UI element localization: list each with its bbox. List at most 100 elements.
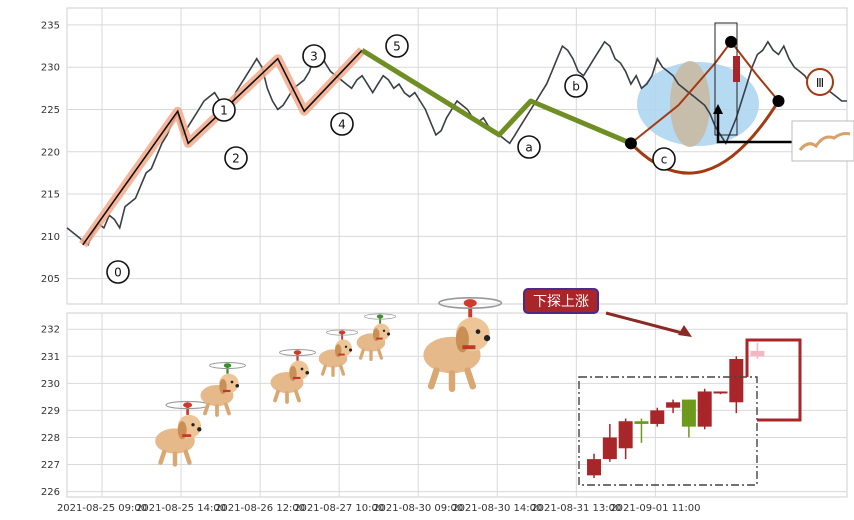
candle-body (634, 421, 649, 424)
bottom-y-tick-label: 230 (41, 379, 60, 390)
flying-dog-icon (356, 313, 397, 362)
wave-up-label-text: 4 (338, 118, 346, 132)
wave-up-trend (79, 47, 366, 248)
wave-up-label-circle (106, 260, 130, 284)
forecast-line (630, 40, 780, 145)
pivot-dot (725, 35, 738, 48)
wave-up-label-circle (385, 34, 409, 58)
flying-dog-icon (423, 297, 503, 393)
propeller-blades (279, 349, 316, 356)
thumbnail-dogs-sketch (798, 132, 851, 151)
dog-eye (230, 380, 234, 384)
bottom-overlays: 下探上涨 (523, 288, 802, 486)
dog-nose (386, 332, 391, 336)
propeller-blades (326, 329, 359, 336)
dog-nose (235, 383, 240, 388)
top-y-tick-label: 235 (41, 20, 60, 31)
top-panel: 205 210 215 220 225 230 235 Ⅲ 0 1 2 3 4 5 a b c (41, 7, 854, 305)
callout-box (523, 288, 599, 314)
x-tick-label: 2021-08-31 13:00 (531, 503, 621, 514)
bottom-y-tick-label: 228 (41, 433, 60, 444)
x-tick-label: 2021-09-01 11:00 (610, 503, 700, 514)
wave-down-label-circle (652, 147, 676, 171)
candle-body (713, 391, 728, 394)
dog-eye (300, 367, 304, 371)
wave-up-label-circle (302, 44, 326, 68)
bottom-y-tick-label: 232 (41, 325, 60, 336)
top-y-tick-label: 230 (41, 63, 60, 74)
candle-body (666, 402, 681, 408)
candle-body (618, 421, 633, 449)
x-tick-label: 2021-08-30 14:00 (452, 503, 542, 514)
dog-eye (344, 345, 348, 348)
wave-up-label-text: 3 (310, 50, 318, 64)
wave-down-label-circle (564, 74, 588, 98)
dog-legs (203, 402, 231, 417)
thumbnail-frame (791, 120, 854, 162)
top-y-tick-label: 225 (41, 105, 60, 116)
candlesticks (587, 342, 765, 479)
projection-candle (733, 56, 740, 82)
forecast-arc (629, 100, 780, 175)
dog-legs (358, 348, 384, 362)
projection-arrowhead (713, 104, 723, 114)
wave-down-label-text: c (661, 153, 668, 167)
forecast-path: Ⅲ (624, 22, 854, 175)
x-tick-label: 2021-08-26 12:00 (215, 503, 305, 514)
bottom-y-tick-label: 227 (41, 460, 60, 471)
wave-up-label-circle (212, 98, 236, 122)
top-y-tick-label: 205 (41, 274, 60, 285)
propeller-hub (376, 314, 384, 319)
flying-dog-icon (155, 400, 210, 467)
bottom-y-axis: 226 227 228 229 230 231 232 (41, 325, 60, 498)
propeller-blades (364, 313, 397, 320)
candle-body (650, 410, 665, 424)
dog-eye (191, 423, 195, 427)
top-y-tick-label: 210 (41, 232, 60, 243)
top-y-axis: 205 210 215 220 225 230 235 (41, 20, 60, 285)
forecast-zone-inner-ellipse (670, 61, 710, 147)
wave-down-label-text: a (525, 141, 532, 155)
top-y-tick-label: 215 (41, 190, 60, 201)
callout-arrowhead (678, 325, 692, 337)
candle-body (750, 350, 765, 357)
candle-body (729, 359, 744, 403)
dog-legs (320, 364, 346, 378)
bottom-grid (67, 313, 847, 497)
x-tick-label: 2021-08-30 09:00 (373, 503, 463, 514)
wave-up-label-text: 1 (220, 104, 228, 118)
bottom-y-tick-label: 231 (41, 352, 60, 363)
x-tick-label: 2021-08-27 10:00 (294, 503, 384, 514)
dog-nose (348, 348, 353, 352)
x-tick-label: 2021-08-25 09:00 (57, 503, 147, 514)
flying-dog-icon (200, 362, 246, 417)
projection-bracket (716, 108, 800, 144)
dog-eye (382, 329, 386, 332)
propeller-hub (293, 350, 302, 355)
dog-legs (273, 389, 301, 404)
wave-up-label-circle (224, 146, 248, 170)
candle-body (602, 437, 617, 460)
wave-up-label-circle (330, 112, 354, 136)
callout-text: 下探上涨 (533, 294, 589, 310)
wave-down-line (360, 48, 632, 146)
candle-body (697, 391, 712, 427)
bottom-y-tick-label: 229 (41, 406, 60, 417)
propeller-hub (463, 299, 477, 307)
bottom-y-tick-label: 226 (41, 487, 60, 498)
forecast-label-text: Ⅲ (816, 76, 824, 90)
wave-up-label-text: 5 (393, 40, 401, 54)
propeller-hub (183, 402, 193, 408)
propeller-blades (209, 362, 246, 369)
dog-nose (305, 370, 310, 375)
wave-down-trend (360, 48, 632, 146)
pivot-dot (772, 95, 785, 108)
wave-up-label-text: 2 (232, 152, 240, 166)
wave-down-label-text: b (572, 80, 580, 94)
propeller-hub (338, 330, 346, 335)
dog-legs (158, 449, 192, 467)
propeller-blades (438, 297, 503, 309)
forecast-label-circle (806, 68, 834, 96)
candle-body (587, 459, 602, 476)
